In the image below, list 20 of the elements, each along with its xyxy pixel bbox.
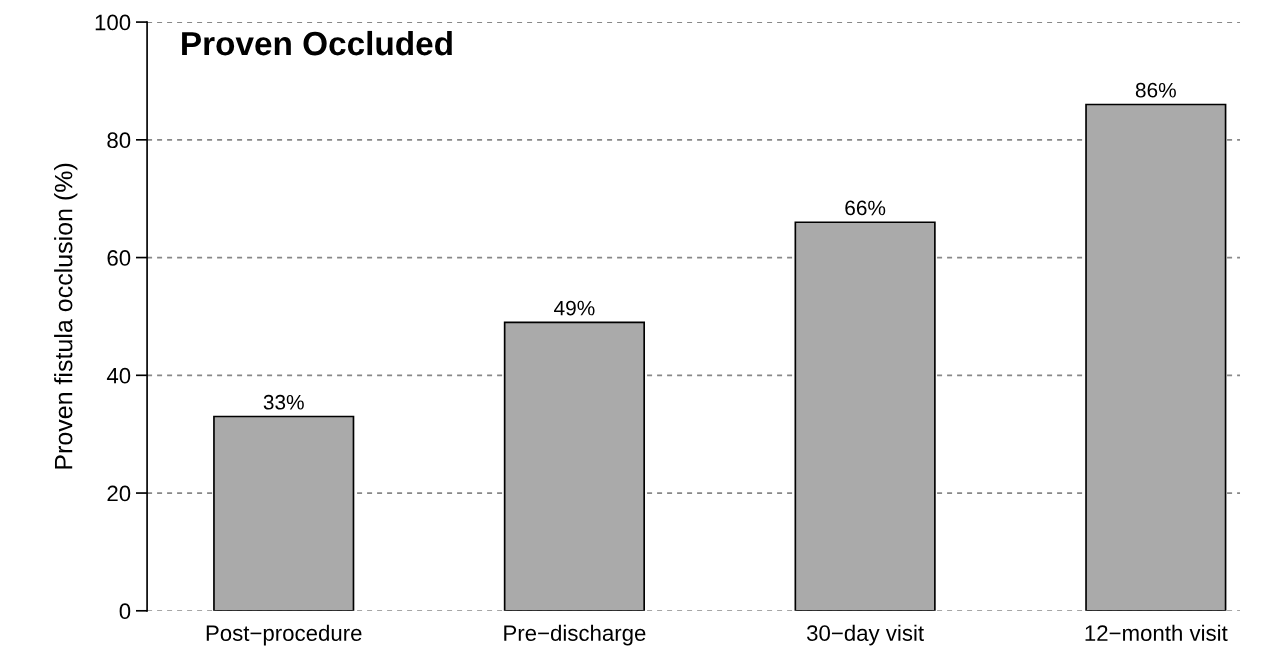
- data-label: 33%: [263, 394, 304, 410]
- x-tick-label: 12−month visit: [1085, 624, 1228, 642]
- y-axis-title: Proven fistula occlusion (%): [54, 163, 78, 469]
- y-tick-label: 40: [106, 367, 131, 384]
- y-tick-label: 100: [95, 14, 131, 31]
- bar: [213, 415, 355, 611]
- y-tick-label: 20: [107, 485, 131, 502]
- chart-title: Proven Occluded: [182, 30, 452, 56]
- bar: [794, 221, 936, 611]
- x-tick-label: Post−procedure: [206, 624, 362, 646]
- x-tick-label: 30−day visit: [806, 624, 924, 646]
- bar: [503, 321, 646, 611]
- bar: [1085, 103, 1227, 611]
- x-tick-label: Pre−discharge: [504, 624, 646, 646]
- data-label: 66%: [845, 200, 886, 216]
- data-label: 86%: [1135, 82, 1176, 98]
- data-label: 49%: [554, 300, 595, 316]
- y-tick-label: 60: [107, 250, 131, 266]
- y-tick-label: 0: [119, 603, 131, 620]
- y-tick-label: 80: [107, 132, 131, 149]
